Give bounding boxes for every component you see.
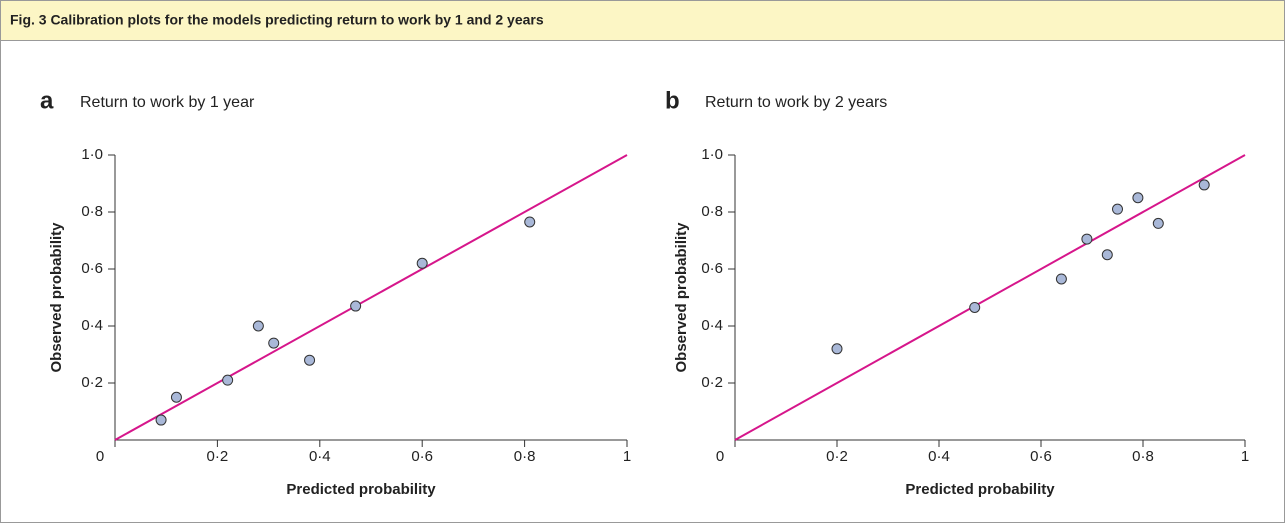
- y-tick-label: 0·4: [81, 317, 103, 334]
- y-axis-label: Observed probability: [673, 222, 690, 373]
- panel-label: b: [665, 87, 680, 114]
- x-tick-label: 0·2: [207, 448, 229, 465]
- data-point: [1112, 203, 1123, 215]
- x-tick-label: 1: [623, 448, 631, 465]
- y-tick-label: 0·4: [701, 317, 723, 334]
- data-point: [155, 414, 167, 426]
- y-tick-label: 1·0: [701, 146, 723, 163]
- x-axis-label: Predicted probability: [905, 481, 1055, 498]
- data-point: [1101, 249, 1113, 261]
- y-tick-label: 0·8: [701, 203, 723, 220]
- y-tick-label: 1·0: [81, 146, 103, 163]
- x-tick-label: 0·4: [928, 448, 950, 465]
- figure-title: Fig. 3 Calibration plots for the models …: [10, 12, 544, 28]
- data-point: [524, 216, 536, 228]
- x-tick-label: 0·8: [1132, 448, 1154, 465]
- data-point: [1055, 273, 1067, 285]
- x-axis-label: Predicted probability: [286, 481, 436, 498]
- y-tick-label: 0·8: [81, 203, 103, 220]
- panel-title: Return to work by 1 year: [80, 94, 255, 111]
- data-point: [1198, 179, 1210, 191]
- reference-line: [734, 154, 1246, 441]
- data-point: [1152, 217, 1164, 229]
- y-axis-label: Observed probability: [48, 222, 65, 373]
- x-tick-label: 0: [96, 448, 104, 465]
- data-point: [969, 301, 981, 313]
- data-point: [1081, 233, 1093, 245]
- data-point: [170, 391, 182, 403]
- x-tick-label: 0·6: [1030, 448, 1052, 465]
- x-tick-label: 0·8: [514, 448, 536, 465]
- data-point: [1132, 192, 1144, 204]
- reference-line: [114, 154, 628, 441]
- x-tick-label: 1: [1241, 448, 1249, 465]
- data-point: [268, 337, 280, 349]
- data-point: [350, 300, 362, 312]
- x-tick-label: 0·4: [309, 448, 331, 465]
- data-point: [222, 374, 234, 386]
- header-bar: [0, 0, 1285, 41]
- data-point: [304, 354, 316, 366]
- panel-title: Return to work by 2 years: [705, 94, 887, 111]
- y-tick-label: 0·2: [81, 374, 103, 391]
- y-tick-label: 0·2: [701, 374, 723, 391]
- x-tick-label: 0: [716, 448, 724, 465]
- data-point: [831, 343, 843, 355]
- x-tick-label: 0·2: [826, 448, 848, 465]
- y-tick-label: 0·6: [701, 260, 723, 277]
- y-tick-label: 0·6: [81, 260, 103, 277]
- panel-label: a: [40, 87, 54, 114]
- x-tick-label: 0·6: [411, 448, 433, 465]
- data-point: [252, 320, 264, 332]
- data-point: [416, 257, 428, 269]
